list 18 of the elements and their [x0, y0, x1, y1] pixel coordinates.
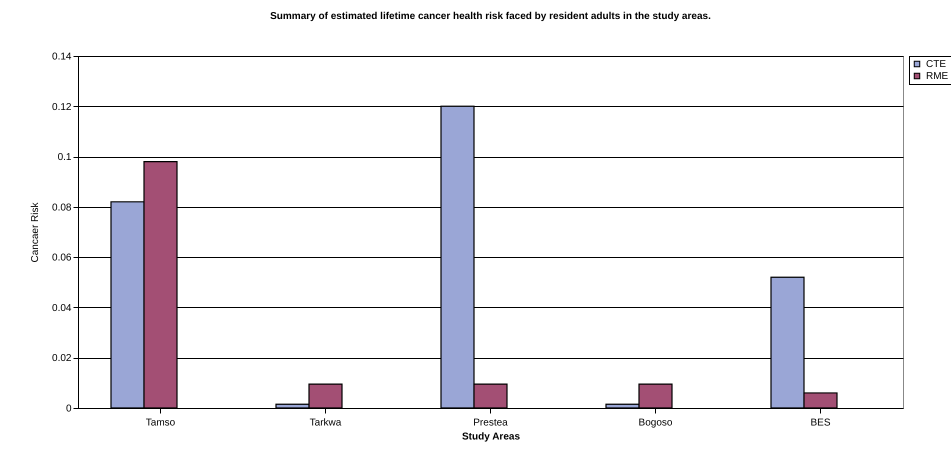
y-tick-label: 0.08 [52, 202, 72, 214]
x-tick-label: BES [810, 418, 831, 428]
y-tick-label: 0.02 [52, 353, 72, 364]
y-tick-label: 0.1 [58, 152, 72, 164]
chart-title: Summary of estimated lifetime cancer health risk faced by resident adults in the study areas. [270, 11, 712, 22]
x-tick-label: Tamso [146, 418, 176, 428]
legend-label: CTE [926, 59, 946, 70]
x-tick-label: Tarkwa [310, 418, 342, 428]
x-tick-label: Bogoso [638, 418, 673, 428]
x-axis-title: Study Areas [462, 432, 520, 442]
y-tick-label: 0.06 [52, 252, 72, 264]
y-tick-label: 0.04 [52, 302, 72, 314]
y-tick-label: 0.14 [52, 52, 72, 62]
legend-label: RME [926, 71, 949, 82]
y-axis-title: Cancaer Risk [30, 201, 42, 263]
y-tick-label: 0.12 [52, 102, 72, 113]
y-tick-label: 0 [66, 404, 72, 414]
x-tick-label: Prestea [473, 418, 508, 428]
